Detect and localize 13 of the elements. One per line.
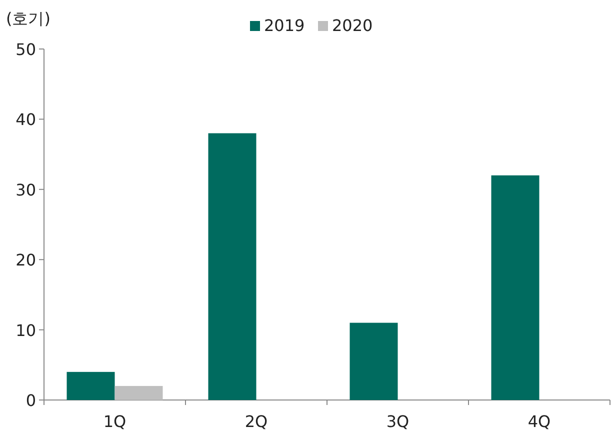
x-tick-label: 1Q — [103, 412, 126, 430]
y-tick-label: 10 — [16, 320, 36, 340]
y-tick-label: 40 — [16, 110, 36, 130]
x-tick-label: 4Q — [528, 412, 551, 430]
y-tick-label: 20 — [16, 250, 36, 270]
x-tick-label: 3Q — [386, 412, 410, 430]
legend-label: 2019 — [264, 16, 305, 35]
y-axis-title: (호기) — [6, 9, 50, 28]
legend-label: 2020 — [332, 16, 373, 35]
y-tick-label: 50 — [16, 40, 36, 59]
x-tick-label: 2Q — [244, 412, 268, 430]
y-tick-label: 0 — [26, 391, 36, 410]
y-tick-label: 30 — [16, 180, 36, 200]
